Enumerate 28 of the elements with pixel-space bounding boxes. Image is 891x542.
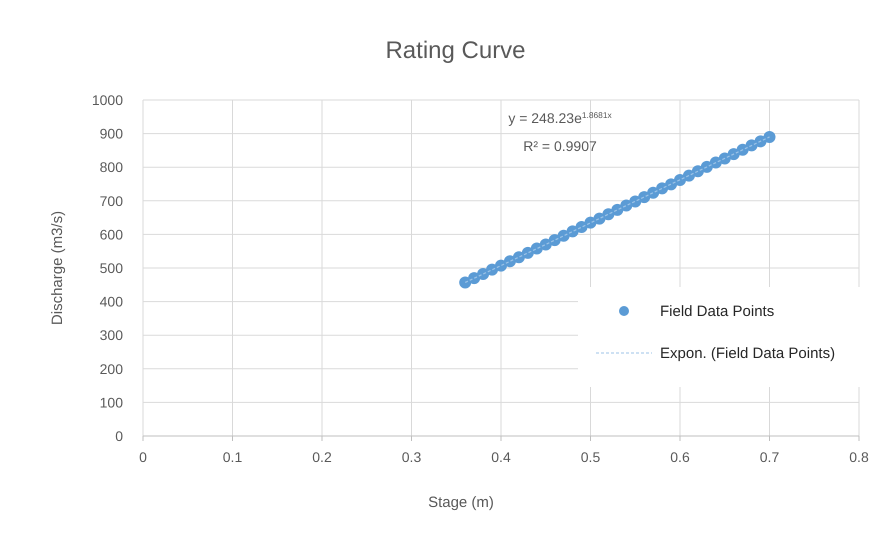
legend-label: Expon. (Field Data Points): [660, 345, 836, 362]
y-tick-label: 0: [115, 428, 124, 444]
y-tick-label: 700: [100, 192, 124, 209]
x-tick-label: 0.8: [849, 449, 869, 465]
y-tick-label: 1000: [92, 92, 124, 108]
legend-label: Field Data Points: [660, 303, 774, 320]
y-axis-title: Discharge (m3/s): [49, 210, 66, 326]
point: [764, 130, 776, 143]
x-tick-label: 0: [139, 449, 148, 465]
chart-title: Rating Curve: [385, 37, 526, 64]
x-tick-label: 0.1: [222, 449, 242, 465]
y-tick-label: 200: [100, 360, 124, 377]
y-tick-label: 400: [100, 294, 124, 310]
x-tick-label: 0.4: [491, 449, 511, 465]
x-axis-title: Stage (m): [428, 494, 494, 511]
x-tick-label: 0.6: [670, 449, 690, 465]
y-tick-label: 100: [100, 394, 124, 410]
annotation: R² = 0.9907: [523, 138, 597, 154]
y-tick-label: 300: [100, 327, 124, 344]
x-tick-label: 0.3: [402, 449, 422, 465]
x-tick-label: 0.7: [760, 449, 780, 465]
y-tick-label: 600: [100, 226, 124, 242]
x-tick-label: 0.5: [580, 449, 600, 465]
x-tick-label: 0.2: [312, 449, 332, 465]
y-tick-label: 800: [100, 159, 124, 176]
y-tick-label: 900: [100, 126, 124, 142]
y-tick-label: 500: [100, 260, 124, 276]
annotation: y = 248.23e$^{1.8681x}$: [508, 110, 612, 126]
